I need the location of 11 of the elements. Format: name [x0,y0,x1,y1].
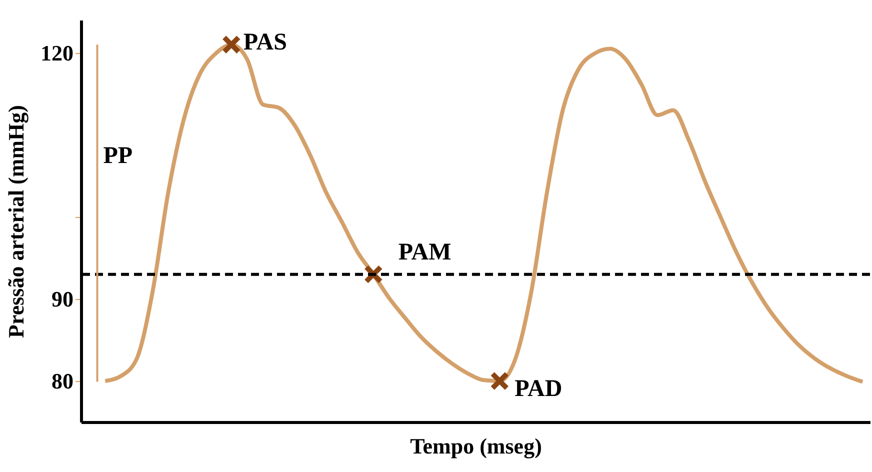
y-tick-label: 120 [40,40,74,66]
y-axis-title: Pressão arterial (mmHg) [4,105,28,338]
y-tick-label: 90 [52,286,74,312]
y-tick-label: 80 [52,368,74,394]
x-axis-title: Tempo (mseg) [410,434,542,458]
annotation: PP [103,142,133,169]
annotation: PAD [514,376,562,402]
annotation: PAM [398,239,452,266]
point [222,35,241,54]
point [490,371,510,391]
annotation: PAS [243,30,287,56]
